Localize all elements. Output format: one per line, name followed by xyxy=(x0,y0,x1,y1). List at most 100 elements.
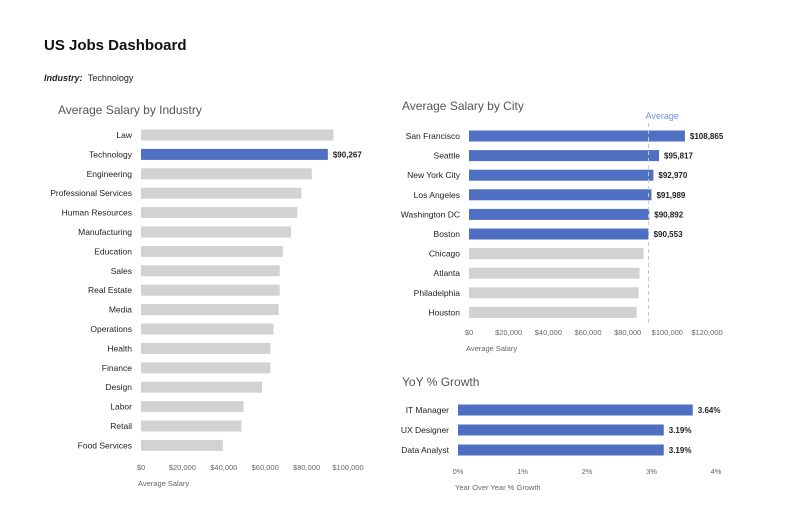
category-label: UX Designer xyxy=(401,425,449,435)
bar xyxy=(141,304,279,316)
x-axis-label: Average Salary xyxy=(138,479,189,488)
city-salary-chart: Average Salary by City San Francisco $108,… xyxy=(401,99,724,353)
category-label: Chicago xyxy=(429,249,460,259)
bar xyxy=(141,342,271,354)
category-label: Retail xyxy=(110,421,132,431)
data-label: 3.19% xyxy=(669,426,692,435)
x-tick-label: $60,000 xyxy=(574,328,601,337)
category-label: Finance xyxy=(102,363,133,373)
bar xyxy=(141,284,280,296)
bar xyxy=(141,381,263,393)
category-label: Seattle xyxy=(434,151,461,161)
bar xyxy=(469,208,650,220)
x-tick-label: $20,000 xyxy=(169,463,196,472)
bar xyxy=(469,248,644,260)
category-label: Design xyxy=(106,382,133,392)
category-label: Houston xyxy=(428,307,460,317)
x-tick-label: $100,000 xyxy=(652,328,683,337)
category-label: Health xyxy=(107,343,132,353)
x-tick-label: $100,000 xyxy=(332,463,363,472)
category-label: Engineering xyxy=(87,169,133,179)
category-label: Real Estate xyxy=(88,285,132,295)
category-label: Human Resources xyxy=(62,208,132,218)
data-label: $95,817 xyxy=(664,152,693,161)
x-tick-label: 3% xyxy=(646,467,657,476)
x-axis-label: Average Salary xyxy=(466,344,517,353)
bar xyxy=(469,267,640,279)
average-label: Average xyxy=(645,111,678,121)
category-label: Professional Services xyxy=(50,188,132,198)
bar xyxy=(141,168,312,180)
chart-title: Average Salary by Industry xyxy=(58,103,202,117)
category-label: Media xyxy=(109,305,132,315)
data-label: 3.64% xyxy=(698,406,721,415)
bar xyxy=(469,150,660,162)
x-tick-label: $120,000 xyxy=(691,328,722,337)
industry-salary-chart: Average Salary by Industry Law Technology $… xyxy=(50,103,363,488)
bar xyxy=(458,444,664,456)
yoy-growth-chart: YoY % Growth IT Manager 3.64% UX Designer 3.… xyxy=(401,375,722,492)
category-label: Los Angeles xyxy=(414,190,460,200)
x-tick-label: $80,000 xyxy=(614,328,641,337)
bar xyxy=(141,323,274,335)
filter-label: Industry: xyxy=(44,73,83,83)
bar xyxy=(141,207,298,219)
x-tick-label: $20,000 xyxy=(495,328,522,337)
bar xyxy=(469,287,639,299)
data-label: $90,892 xyxy=(654,210,683,219)
x-axis-label: Year Over Year % Growth xyxy=(455,483,541,492)
bar xyxy=(469,189,652,201)
bar xyxy=(469,306,637,318)
x-tick-label: $80,000 xyxy=(293,463,320,472)
bar xyxy=(469,228,649,240)
x-tick-label: $40,000 xyxy=(210,463,237,472)
bar xyxy=(141,401,244,413)
category-label: San Francisco xyxy=(406,131,461,141)
category-label: Data Analyst xyxy=(401,445,449,455)
category-label: New York City xyxy=(407,170,461,180)
category-label: Boston xyxy=(434,229,461,239)
bar xyxy=(141,265,280,277)
category-label: Education xyxy=(94,246,132,256)
bar xyxy=(141,362,271,374)
category-label: Manufacturing xyxy=(78,227,132,237)
data-label: $90,553 xyxy=(654,230,683,239)
bar xyxy=(458,424,664,436)
x-tick-label: 1% xyxy=(517,467,528,476)
data-label: $90,267 xyxy=(333,150,362,159)
bar xyxy=(141,420,242,432)
category-label: Technology xyxy=(89,149,133,159)
category-label: Atlanta xyxy=(434,268,461,278)
chart-title: Average Salary by City xyxy=(402,99,524,113)
bar xyxy=(141,148,328,160)
x-tick-label: $0 xyxy=(137,463,145,472)
bar xyxy=(141,129,334,141)
x-tick-label: 0% xyxy=(453,467,464,476)
category-label: Labor xyxy=(110,402,132,412)
category-label: Sales xyxy=(111,266,132,276)
data-label: $108,865 xyxy=(690,132,724,141)
category-label: Law xyxy=(116,130,132,140)
filter-value: Technology xyxy=(87,73,134,83)
x-tick-label: $40,000 xyxy=(535,328,562,337)
bar xyxy=(469,130,685,142)
bar xyxy=(141,187,302,199)
bar xyxy=(141,439,223,451)
page-title: US Jobs Dashboard xyxy=(44,37,187,54)
x-tick-label: 2% xyxy=(582,467,593,476)
data-label: $92,970 xyxy=(658,171,687,180)
data-label: $91,989 xyxy=(656,191,685,200)
bar xyxy=(141,226,292,238)
bar xyxy=(141,245,283,257)
bar xyxy=(458,404,693,416)
category-label: Food Services xyxy=(78,440,132,450)
data-label: 3.19% xyxy=(669,446,692,455)
chart-title: YoY % Growth xyxy=(402,375,479,389)
x-tick-label: $60,000 xyxy=(252,463,279,472)
x-tick-label: 4% xyxy=(711,467,722,476)
industry-filter[interactable]: Industry: Technology xyxy=(44,73,133,83)
bar xyxy=(469,169,654,181)
category-label: Washington DC xyxy=(401,209,460,219)
category-label: Philadelphia xyxy=(414,288,461,298)
x-tick-label: $0 xyxy=(465,328,473,337)
